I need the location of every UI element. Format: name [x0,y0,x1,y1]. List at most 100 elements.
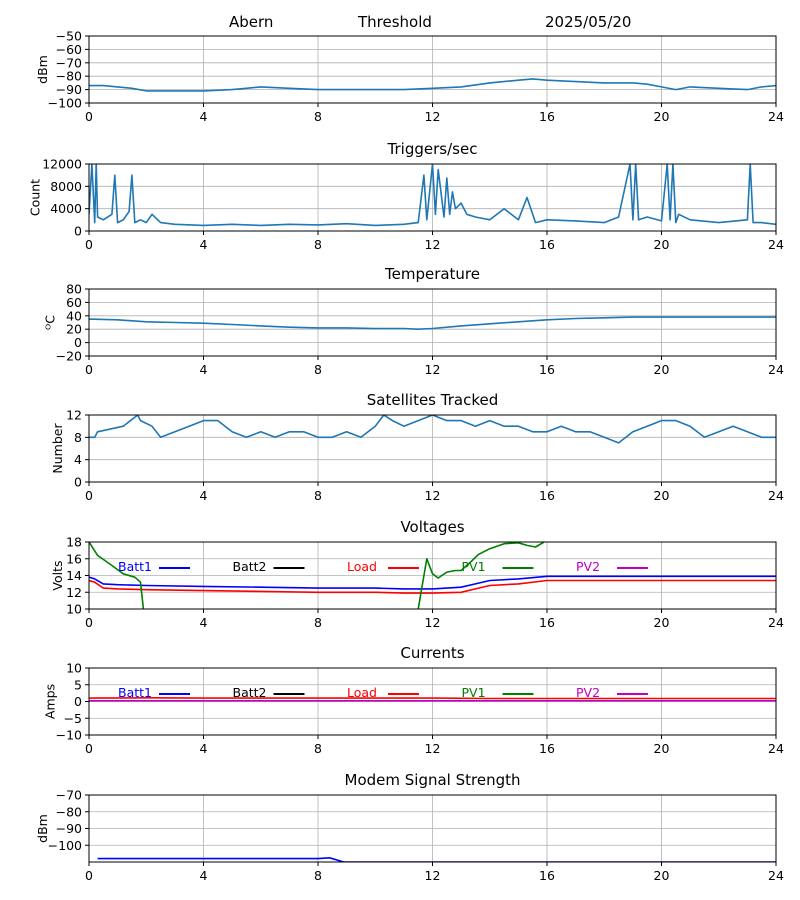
y-tick-label: −60 [56,42,82,57]
x-tick-label: 20 [654,868,670,883]
x-tick-label: 24 [768,741,784,756]
y-axis-label: Number [50,423,65,474]
legend-label: Batt2 [233,685,267,700]
x-tick-label: 8 [314,237,322,252]
panel-title: Voltages [400,518,464,536]
y-tick-label: −20 [56,349,82,364]
x-tick-label: 0 [85,615,93,630]
x-tick-label: 4 [200,868,208,883]
panel-2: 0 4 8 12 16 20 24 0 4000 8000 12000 Triggers/sec Cou… [28,140,784,252]
y-tick-label: −10 [56,728,82,743]
y-tick-label: 16 [66,551,82,566]
series-line-load [89,697,776,700]
header-date: 2025/05/20 [545,13,631,31]
x-tick-label: 20 [654,237,670,252]
x-tick-label: 12 [425,362,441,377]
x-tick-label: 8 [314,741,322,756]
y-tick-label: −80 [56,69,82,84]
figure-header: Abern Threshold 2025/05/20 [229,13,631,31]
series-line-1 [97,857,776,862]
x-tick-label: 4 [200,488,208,503]
legend-label: PV1 [462,685,486,700]
legend-label: PV2 [576,685,600,700]
legend-label: PV2 [576,559,600,574]
panel-title: Triggers/sec [387,140,478,158]
y-tick-label: 4000 [50,201,82,216]
y-axis-label: Count [28,179,43,216]
y-tick-label: 0 [74,224,82,239]
x-tick-label: 16 [539,109,555,124]
series-line-1 [89,78,776,92]
y-tick-label: 5 [74,677,82,692]
x-tick-label: 24 [768,362,784,377]
y-tick-label: 18 [66,535,82,550]
x-tick-label: 8 [314,362,322,377]
series-line-load [89,579,776,594]
series-line-batt1 [89,575,776,590]
x-tick-label: 12 [425,237,441,252]
y-tick-label: −90 [56,82,82,97]
x-tick-label: 20 [654,109,670,124]
x-tick-label: 12 [425,615,441,630]
x-tick-label: 20 [654,615,670,630]
x-tick-label: 8 [314,488,322,503]
series-line-1 [89,415,776,444]
legend-label: Load [347,685,377,700]
y-tick-label: 12 [66,585,82,600]
y-tick-label: 80 [66,282,82,297]
y-axis-label: dBm [35,55,50,84]
legend-label: Batt2 [233,559,267,574]
x-tick-label: 20 [654,362,670,377]
y-axis-label: Volts [50,560,65,590]
y-tick-label: −100 [48,838,82,853]
x-tick-label: 4 [200,362,208,377]
legend-label: PV1 [462,559,486,574]
panel-1: 0 4 8 12 16 20 24 −100−90−80−70−60−50 dBm [35,29,784,125]
x-tick-label: 12 [425,868,441,883]
y-tick-label: −100 [48,96,82,111]
x-tick-label: 12 [425,488,441,503]
legend-label: Batt1 [118,559,152,574]
y-tick-label: 20 [66,322,82,337]
x-tick-label: 8 [314,109,322,124]
y-tick-label: 60 [66,295,82,310]
x-tick-label: 12 [425,741,441,756]
x-tick-label: 24 [768,109,784,124]
x-tick-label: 16 [539,488,555,503]
y-tick-label: 0 [74,694,82,709]
legend-label: Batt1 [118,685,152,700]
panel-7: 0 4 8 12 16 20 24 −100 −90 −80−70 Modem Signal Str… [35,771,784,883]
x-tick-label: 24 [768,488,784,503]
x-tick-label: 0 [85,237,93,252]
y-tick-label: −50 [56,29,82,44]
panel-title: Modem Signal Strength [345,771,521,789]
y-tick-label: 12000 [42,157,82,172]
x-tick-label: 20 [654,741,670,756]
legend-label: Load [347,559,377,574]
x-tick-label: 24 [768,615,784,630]
panel-title: Satellites Tracked [367,391,498,409]
x-tick-label: 4 [200,237,208,252]
y-tick-label: 8 [74,430,82,445]
y-tick-label: −70 [56,788,82,803]
x-tick-label: 0 [85,868,93,883]
y-tick-label: 10 [66,602,82,617]
x-tick-label: 4 [200,109,208,124]
x-tick-label: 8 [314,868,322,883]
series-line-1 [89,316,776,330]
x-tick-label: 16 [539,868,555,883]
x-tick-label: 4 [200,615,208,630]
panel-4: 0 4 8 12 16 20 24 0 4 8 12 Satellites Tracked Number [50,391,784,503]
x-tick-label: 20 [654,488,670,503]
series-line-1 [89,164,776,227]
y-tick-label: 14 [66,568,82,583]
y-tick-label: 10 [66,661,82,676]
series-line-pv1 [89,542,145,609]
x-tick-label: 16 [539,615,555,630]
x-tick-label: 4 [200,741,208,756]
x-tick-label: 0 [85,109,93,124]
